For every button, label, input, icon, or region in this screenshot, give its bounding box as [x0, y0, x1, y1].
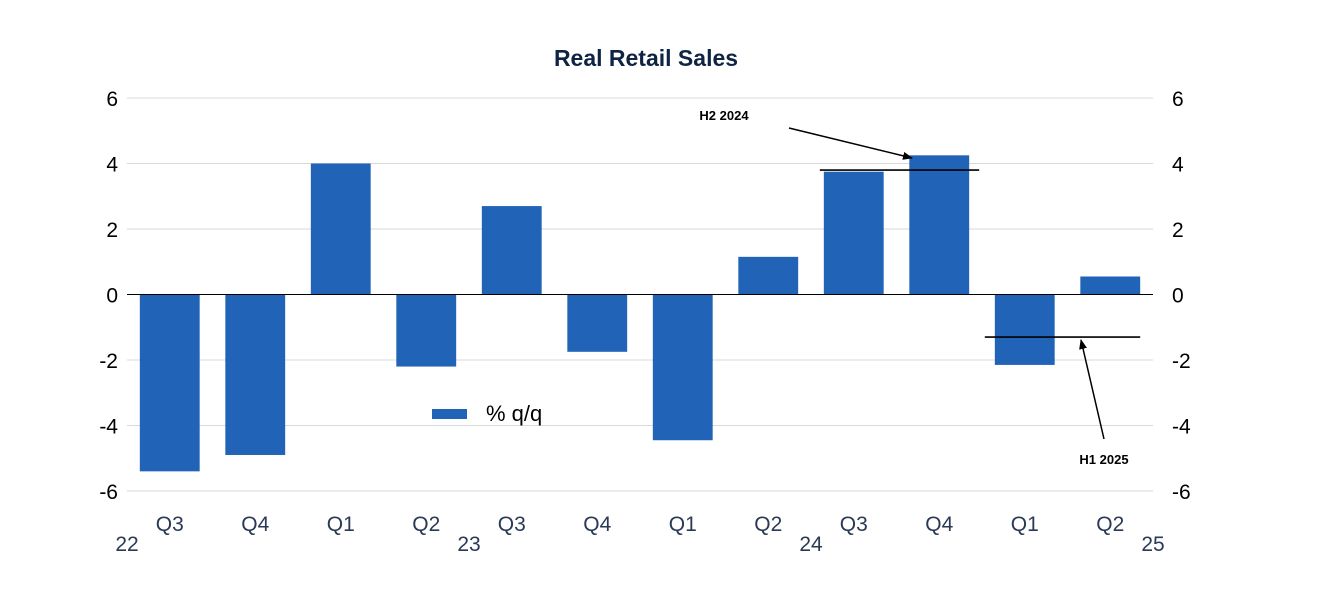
- annotation-arrow-h1-2025: [1079, 339, 1105, 440]
- x-category-label: Q2: [754, 513, 782, 536]
- x-category-label: Q1: [1011, 513, 1039, 536]
- legend-swatch: [432, 409, 467, 419]
- y-tick-left: 6: [106, 88, 118, 111]
- y-tick-right: 6: [1172, 88, 1184, 111]
- bar-11: [1080, 276, 1141, 295]
- bar-9: [909, 155, 970, 295]
- y-axis-right-ticks: -6 -4 -2 0 2 4 6: [1172, 88, 1191, 504]
- bar-2: [310, 163, 371, 295]
- bar-1: [225, 294, 286, 455]
- bar-5: [567, 294, 628, 352]
- x-category-label: Q2: [1096, 513, 1124, 536]
- x-axis-years: 22 23 24 25: [115, 533, 1164, 556]
- legend-label: % q/q: [486, 401, 542, 426]
- x-category-label: Q3: [840, 513, 868, 536]
- x-category-label: Q2: [412, 513, 440, 536]
- y-tick-left: -2: [99, 350, 118, 373]
- x-year-label: 23: [457, 533, 480, 556]
- bars: [139, 155, 1141, 472]
- y-axis-left-ticks: -6 -4 -2 0 2 4 6: [99, 88, 118, 504]
- x-year-label: 25: [1141, 533, 1164, 556]
- y-tick-right: 4: [1172, 154, 1184, 177]
- y-tick-left: 0: [106, 285, 118, 308]
- y-tick-left: 2: [106, 219, 118, 242]
- bar-4: [481, 206, 542, 295]
- x-category-label: Q4: [925, 513, 953, 536]
- x-category-label: Q1: [669, 513, 697, 536]
- x-axis-categories: Q3 Q4 Q1 Q2 Q3 Q4 Q1 Q2 Q3 Q4 Q1 Q2: [156, 513, 1125, 536]
- x-year-label: 24: [799, 533, 823, 556]
- y-tick-left: -4: [99, 416, 118, 439]
- x-year-label: 22: [115, 533, 138, 556]
- bar-6: [652, 294, 713, 441]
- x-category-label: Q4: [241, 513, 269, 536]
- bar-0: [139, 294, 200, 472]
- bar-10: [994, 294, 1055, 365]
- annotation-label-h2-2024: H2 2024: [699, 108, 749, 123]
- bar-3: [396, 294, 457, 367]
- annotation-label-h1-2025: H1 2025: [1079, 452, 1128, 467]
- bar-7: [738, 256, 799, 295]
- y-tick-left: 4: [106, 154, 118, 177]
- chart-title: Real Retail Sales: [554, 45, 738, 71]
- y-tick-right: 0: [1172, 285, 1184, 308]
- gridlines: [127, 97, 1153, 492]
- annotation-arrow-h2-2024: [788, 127, 913, 160]
- y-tick-right: -6: [1172, 481, 1191, 504]
- y-tick-left: -6: [99, 481, 118, 504]
- bar-8: [823, 171, 884, 295]
- y-tick-right: -4: [1172, 416, 1191, 439]
- y-tick-right: 2: [1172, 219, 1184, 242]
- legend: % q/q: [432, 401, 542, 426]
- x-category-label: Q3: [498, 513, 526, 536]
- y-tick-right: -2: [1172, 350, 1191, 373]
- annotations: H2 2024 H1 2025: [699, 108, 1141, 467]
- x-category-label: Q4: [583, 513, 611, 536]
- x-category-label: Q3: [156, 513, 184, 536]
- x-category-label: Q1: [327, 513, 355, 536]
